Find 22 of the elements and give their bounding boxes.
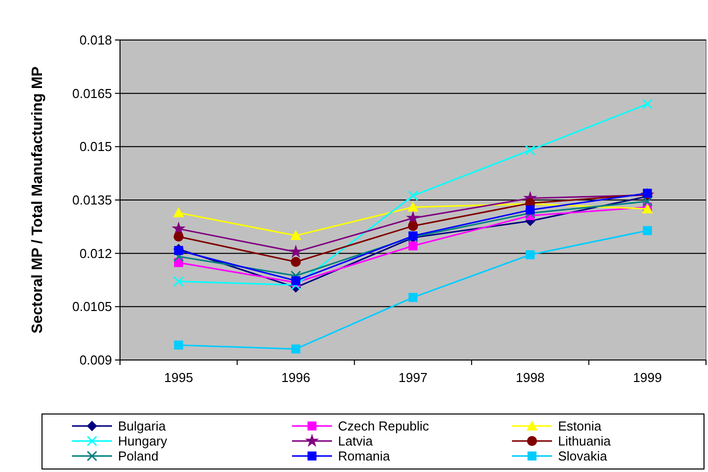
x-tick-label: 1998 — [516, 370, 545, 385]
legend-label: Bulgaria — [118, 418, 166, 434]
y-tick-label: 0.015 — [79, 139, 112, 154]
y-tick-label: 0.0165 — [72, 86, 112, 101]
y-tick-label: 0.012 — [79, 246, 112, 261]
x-tick-label: 1999 — [632, 370, 662, 385]
legend-label: Poland — [118, 448, 158, 464]
legend-label: Romania — [338, 448, 391, 464]
legend-label: Czech Republic — [338, 418, 430, 434]
y-tick-label: 0.018 — [79, 32, 112, 48]
legend-label: Estonia — [558, 418, 602, 434]
y-tick-label: 0.0105 — [72, 299, 112, 314]
legend-label: Hungary — [118, 434, 168, 449]
x-tick-label: 1996 — [281, 370, 310, 385]
x-tick-label: 1997 — [398, 370, 428, 385]
legend-label: Lithuania — [558, 434, 612, 449]
y-tick-label: 0.009 — [79, 352, 112, 368]
y-tick-label: 0.0135 — [72, 192, 112, 208]
legend-label: Latvia — [338, 434, 374, 449]
y-axis-title: Sectoral MP / Total Manufacturing MP — [29, 66, 46, 334]
x-tick-label: 1995 — [164, 370, 194, 385]
legend-label: Slovakia — [558, 448, 608, 464]
